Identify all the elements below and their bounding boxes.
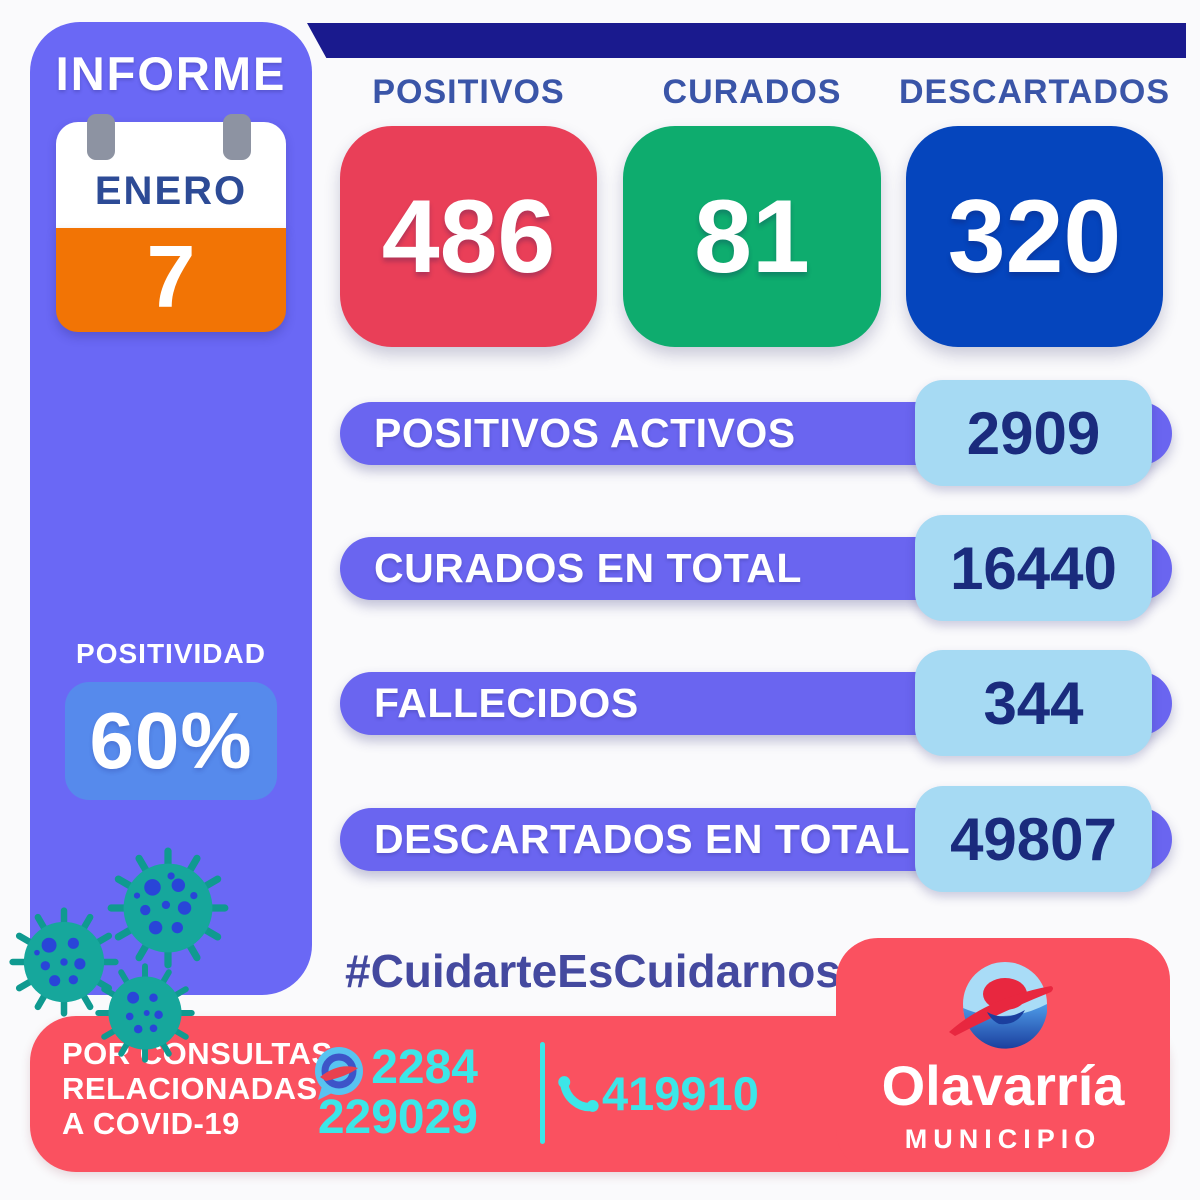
total-row-badge: 344 xyxy=(915,650,1152,756)
municipality-subtitle: MUNICIPIO xyxy=(904,1124,1102,1154)
discarded-value: 320 xyxy=(947,178,1122,295)
consult-line-3: A COVID-19 xyxy=(62,1106,240,1141)
total-row-value: 16440 xyxy=(950,534,1117,602)
report-sidebar: INFORME ENERO 7 POSITIVIDAD 60% xyxy=(30,22,312,995)
whatsapp-number-line1: 2284 xyxy=(371,1041,478,1094)
virus-icon xyxy=(95,963,195,1063)
total-row-deceased: FALLECIDOS 344 xyxy=(340,650,1200,756)
consult-text: POR CONSULTAS RELACIONADAS A COVID-19 xyxy=(62,1036,362,1141)
municipality-logo-panel: Olavarría MUNICIPIO xyxy=(836,938,1170,1172)
calendar-ring-left-icon xyxy=(87,114,115,160)
positives-value: 486 xyxy=(381,178,556,295)
top-accent-bar xyxy=(307,23,1186,58)
whatsapp-number-line2: 229029 xyxy=(317,1091,478,1144)
calendar-day: 7 xyxy=(146,227,196,326)
calendar-day-panel: 7 xyxy=(56,228,286,332)
total-row-badge: 16440 xyxy=(915,515,1152,621)
cured-card-label: CURADOS xyxy=(662,72,842,111)
calendar: ENERO 7 xyxy=(56,114,286,332)
municipality-name: Olavarría xyxy=(881,1054,1125,1117)
total-row-discarded-total: DESCARTADOS EN TOTAL 49807 xyxy=(340,786,1200,892)
calendar-ring-right-icon xyxy=(223,114,251,160)
cured-value: 81 xyxy=(694,178,810,295)
discarded-card-label: DESCARTADOS xyxy=(898,72,1171,111)
whatsapp-icon xyxy=(315,1047,363,1100)
calendar-month: ENERO xyxy=(94,169,248,213)
consult-line-1: POR CONSULTAS xyxy=(62,1036,333,1071)
total-row-label: FALLECIDOS xyxy=(374,680,639,726)
phone-icon xyxy=(558,1076,599,1112)
positives-card-label: POSITIVOS xyxy=(372,72,565,111)
hashtag-text: #CuidarteEsCuidarnos xyxy=(345,945,841,997)
consult-line-2: RELACIONADAS xyxy=(62,1071,318,1106)
positivity-value: 60% xyxy=(89,696,253,785)
report-title: INFORME xyxy=(55,47,287,100)
total-row-value: 2909 xyxy=(966,399,1101,467)
discarded-card: 320 xyxy=(906,126,1163,347)
total-row-badge: 49807 xyxy=(915,786,1152,892)
virus-icon xyxy=(107,847,229,969)
positivity-label: POSITIVIDAD xyxy=(76,638,266,669)
footer-divider xyxy=(540,1042,545,1144)
phone-number: 419910 xyxy=(602,1067,759,1120)
positivity-value-box: 60% xyxy=(65,682,277,800)
total-row-label: POSITIVOS ACTIVOS xyxy=(374,410,796,456)
total-row-active-positives: POSITIVOS ACTIVOS 2909 xyxy=(340,380,1200,486)
total-row-value: 344 xyxy=(983,669,1084,737)
virus-icon xyxy=(9,907,119,1017)
total-row-label: CURADOS EN TOTAL xyxy=(374,545,802,591)
total-row-label: DESCARTADOS EN TOTAL xyxy=(374,816,911,862)
cured-card: 81 xyxy=(623,126,881,347)
olavarria-logo-icon xyxy=(949,962,1053,1049)
total-row-cured-total: CURADOS EN TOTAL 16440 xyxy=(340,515,1200,621)
positives-card: 486 xyxy=(340,126,597,347)
total-row-value: 49807 xyxy=(950,805,1117,873)
total-row-badge: 2909 xyxy=(915,380,1152,486)
